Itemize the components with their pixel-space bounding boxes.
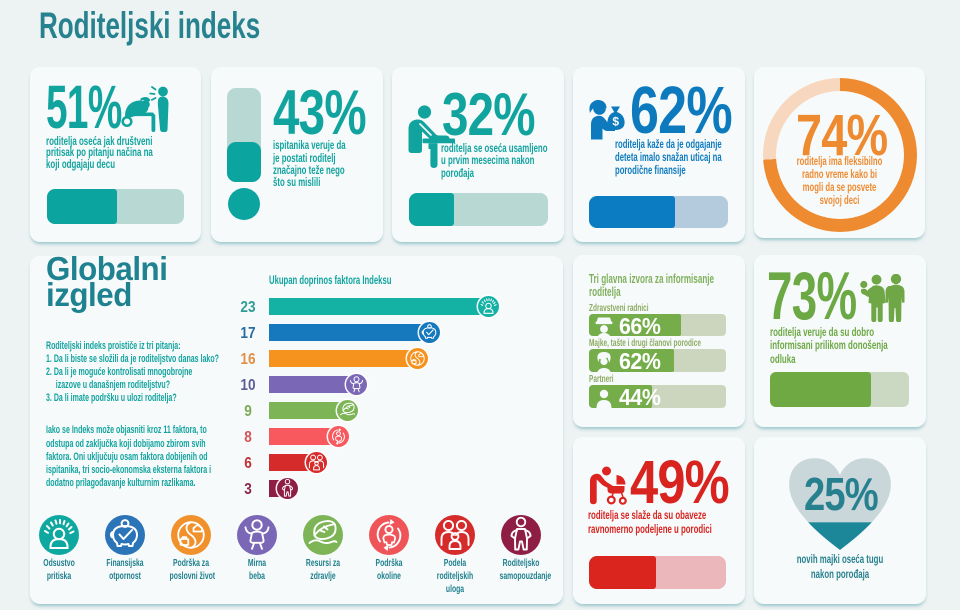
svg-text:$: $ <box>612 115 619 129</box>
